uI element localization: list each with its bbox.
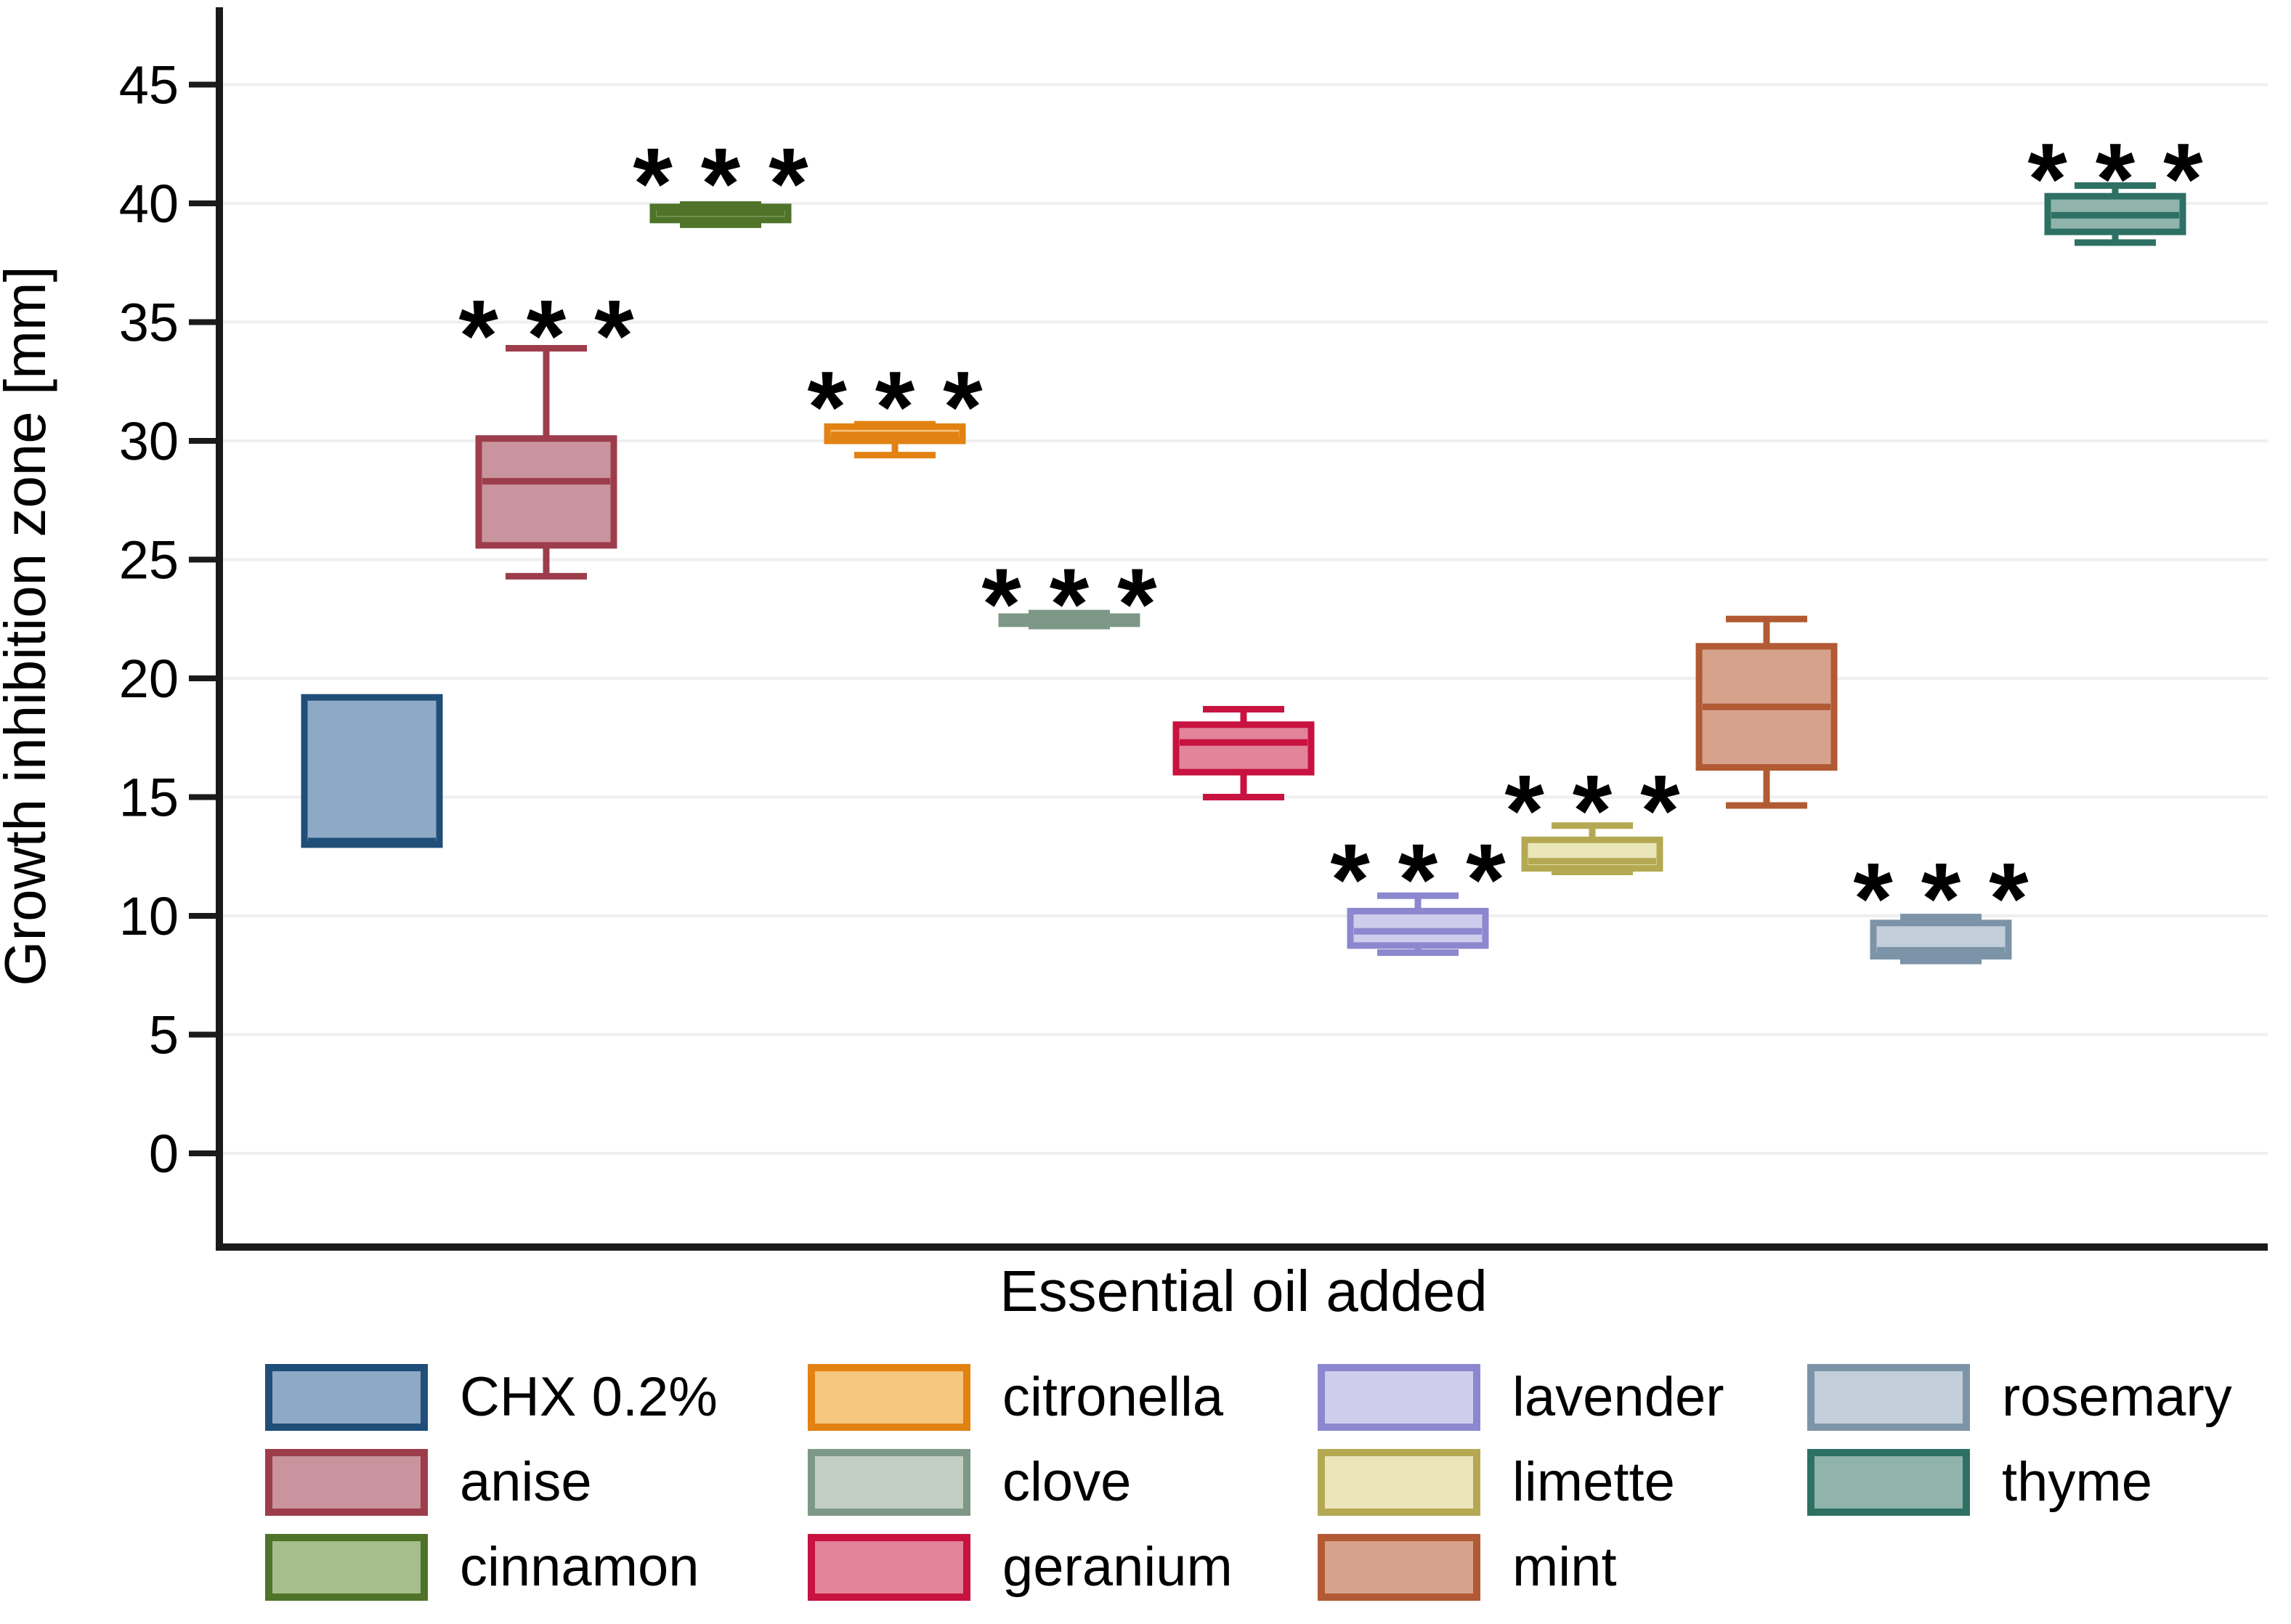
y-tick-label-45: 45 bbox=[119, 55, 179, 115]
legend-item-lavender: lavender bbox=[1318, 1364, 1724, 1431]
y-tick-label-35: 35 bbox=[119, 293, 179, 353]
legend-label-anise: anise bbox=[460, 1451, 592, 1513]
chart-canvas: 0 5 10 15 20 25 30 35 40 45 Growth inhibition zone… bbox=[0, 7, 2268, 1323]
legend-label-rosemary: rosemary bbox=[2002, 1366, 2232, 1428]
significance-stars-lavender: * * * bbox=[1330, 822, 1506, 936]
significance-stars-anise: * * * bbox=[458, 278, 634, 392]
legend-label-citronella: citronella bbox=[1002, 1366, 1224, 1428]
legend-item-mint: mint bbox=[1318, 1534, 1617, 1601]
legend-item-limette: limette bbox=[1318, 1449, 1675, 1516]
legend-label-lavender: lavender bbox=[1512, 1366, 1724, 1428]
y-tick-label-30: 30 bbox=[119, 411, 179, 471]
legend-swatch-clove bbox=[808, 1449, 970, 1516]
y-tick-label-10: 10 bbox=[119, 886, 179, 946]
legend-swatch-geranium bbox=[808, 1534, 970, 1601]
y-tick-label-15: 15 bbox=[119, 768, 179, 828]
y-tick-label-5: 5 bbox=[149, 1005, 179, 1065]
x-axis-title: Essential oil added bbox=[999, 1259, 1488, 1323]
legend-label-mint: mint bbox=[1512, 1536, 1617, 1598]
legend-swatch-chx-0-2 bbox=[265, 1364, 428, 1431]
significance-stars-cinnamon: * * * bbox=[633, 126, 808, 240]
legend-swatch-citronella bbox=[808, 1364, 970, 1431]
y-tick-label-25: 25 bbox=[119, 530, 179, 590]
legend-swatch-limette bbox=[1318, 1449, 1480, 1516]
legend-item-rosemary: rosemary bbox=[1807, 1364, 2232, 1431]
significance-stars-citronella: * * * bbox=[807, 350, 983, 464]
legend-label-cinnamon: cinnamon bbox=[460, 1536, 700, 1598]
y-tick-label-40: 40 bbox=[119, 174, 179, 234]
legend-swatch-anise bbox=[265, 1449, 428, 1516]
legend-label-thyme: thyme bbox=[2002, 1451, 2152, 1513]
box-chx-0-2 bbox=[301, 694, 443, 848]
y-tick-label-0: 0 bbox=[149, 1124, 179, 1184]
legend-label-geranium: geranium bbox=[1002, 1536, 1233, 1598]
legend-item-thyme: thyme bbox=[1807, 1449, 2152, 1516]
legend-label-clove: clove bbox=[1002, 1451, 1132, 1513]
legend-item-citronella: citronella bbox=[808, 1364, 1223, 1431]
significance-stars-rosemary: * * * bbox=[1853, 841, 2029, 955]
legend-swatch-rosemary bbox=[1807, 1364, 1970, 1431]
legend-item-cinnamon: cinnamon bbox=[265, 1534, 700, 1601]
legend-label-limette: limette bbox=[1512, 1451, 1675, 1513]
y-axis-title: Growth inhibition zone [mm] bbox=[0, 266, 57, 986]
y-tick-label-20: 20 bbox=[119, 649, 179, 709]
legend-item-clove: clove bbox=[808, 1449, 1131, 1516]
significance-stars-thyme: * * * bbox=[2027, 122, 2203, 236]
legend-swatch-cinnamon bbox=[265, 1534, 428, 1601]
legend-swatch-thyme bbox=[1807, 1449, 1970, 1516]
legend-swatch-mint bbox=[1318, 1534, 1480, 1601]
box-geranium bbox=[1172, 721, 1315, 776]
legend-item-anise: anise bbox=[265, 1449, 592, 1516]
significance-stars-clove: * * * bbox=[981, 547, 1157, 661]
legend-item-chx-0-2: CHX 0.2% bbox=[265, 1364, 718, 1431]
legend-swatch-lavender bbox=[1318, 1364, 1480, 1431]
box-anise bbox=[475, 435, 617, 549]
legend-item-geranium: geranium bbox=[808, 1534, 1233, 1601]
legend-label-chx-0-2: CHX 0.2% bbox=[460, 1366, 718, 1428]
significance-stars-limette: * * * bbox=[1504, 753, 1680, 867]
